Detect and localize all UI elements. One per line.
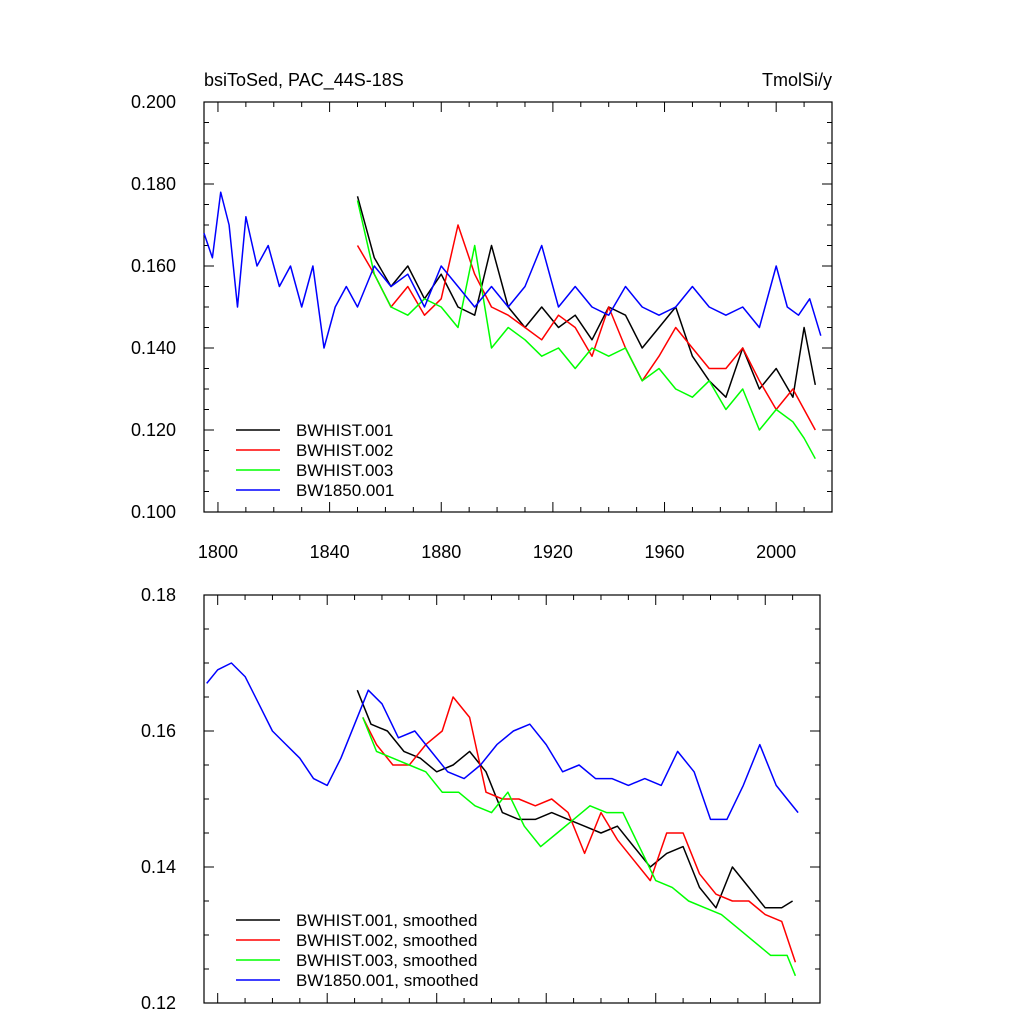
legend-label: BW1850.001 <box>296 481 394 500</box>
y-tick-label: 0.160 <box>131 256 176 276</box>
y-tick-label: 0.120 <box>131 420 176 440</box>
x-tick-label: 2000 <box>756 542 796 562</box>
x-tick-label: 1920 <box>533 542 573 562</box>
y-tick-label: 0.100 <box>131 502 176 522</box>
legend-label: BWHIST.001 <box>296 421 393 440</box>
y-tick-label: 0.180 <box>131 174 176 194</box>
series-line-1 <box>356 196 817 398</box>
series-line-2 <box>362 696 797 963</box>
x-tick-label: 1840 <box>310 542 350 562</box>
y-tick-label: 0.14 <box>141 857 176 877</box>
y-tick-label: 0.16 <box>141 721 176 741</box>
legend-label: BWHIST.003 <box>296 461 393 480</box>
chart-title: bsiToSed, PAC_44S-18S <box>204 70 404 91</box>
y-tick-label: 0.18 <box>141 585 176 605</box>
series-line-1 <box>356 689 793 909</box>
series-line-3 <box>356 200 816 460</box>
legend-label: BWHIST.002, smoothed <box>296 931 477 950</box>
legend-label: BW1850.001, smoothed <box>296 971 478 990</box>
y-tick-label: 0.12 <box>141 993 176 1013</box>
legend-label: BWHIST.001, smoothed <box>296 911 477 930</box>
units-label: TmolSi/y <box>762 70 832 90</box>
series-line-4 <box>206 662 799 821</box>
legend-label: BWHIST.003, smoothed <box>296 951 477 970</box>
y-tick-label: 0.200 <box>131 92 176 112</box>
legend-label: BWHIST.002 <box>296 441 393 460</box>
series-line-3 <box>362 717 797 977</box>
top-panel: 1800 1840 1880 1920 1960 2000 0.100 0.120 0.140 0… <box>131 70 833 562</box>
series-line-4 <box>203 191 822 349</box>
y-tick-label: 0.140 <box>131 338 176 358</box>
x-tick-label: 1960 <box>645 542 685 562</box>
x-tick-label: 1880 <box>421 542 461 562</box>
x-tick-label: 1800 <box>198 542 238 562</box>
